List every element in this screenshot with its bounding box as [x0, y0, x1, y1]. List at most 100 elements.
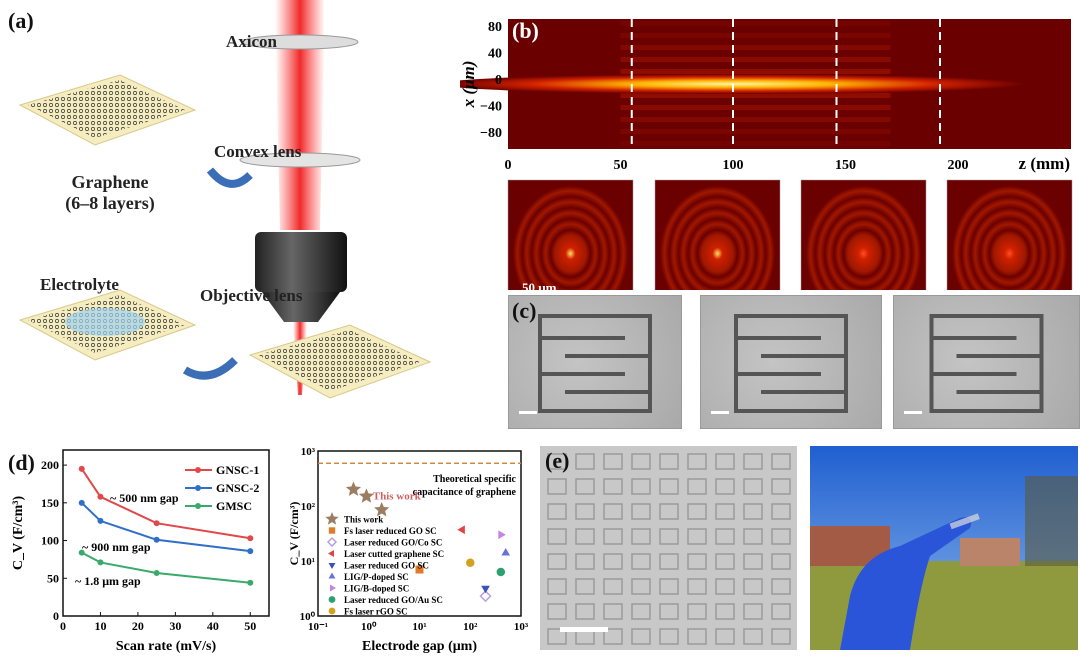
data-point — [78, 465, 85, 472]
side-lobe — [620, 105, 891, 110]
data-point — [466, 558, 475, 567]
intensity-profile-3 — [800, 179, 927, 290]
device-cell — [743, 628, 763, 645]
device-cell — [603, 478, 623, 495]
data-point — [78, 549, 85, 556]
panel-a-label: (a) — [8, 8, 34, 33]
device-cell — [771, 628, 791, 645]
device-cell — [547, 553, 567, 570]
data-point — [153, 520, 160, 527]
legend-marker — [328, 550, 334, 557]
annotation: ~ 500 nm gap — [110, 491, 179, 505]
y-tick-label: 10³ — [301, 446, 316, 458]
device-grid — [547, 453, 791, 645]
device-cell — [575, 553, 595, 570]
legend-marker — [328, 596, 336, 603]
legend-marker — [328, 572, 336, 579]
device-cell — [603, 578, 623, 595]
legend-label: GNSC-1 — [216, 463, 259, 477]
device-cell — [687, 528, 707, 545]
data-point — [498, 530, 506, 540]
legend-label: LIG/B-doped SC — [344, 584, 409, 594]
device-cell — [771, 553, 791, 570]
device-cell — [547, 603, 567, 620]
legend-label: This work — [344, 515, 383, 525]
side-lobe — [620, 33, 891, 38]
device-cell — [743, 528, 763, 545]
data-point — [97, 559, 104, 566]
laser-beam — [275, 0, 325, 230]
beam-core — [460, 74, 1026, 94]
device-cell — [687, 503, 707, 520]
data-point — [358, 488, 375, 503]
highlight-label: This work — [373, 490, 422, 502]
device-cell — [743, 478, 763, 495]
reference-label: capacitance of graphene — [413, 487, 517, 498]
side-lobe — [620, 117, 891, 122]
device-cell — [715, 453, 735, 470]
panel-c-label: (c) — [512, 298, 537, 323]
x-tick-label: 0 — [505, 158, 512, 173]
plot-frame — [62, 449, 270, 617]
arrow-right-icon — [206, 167, 253, 188]
device-cell — [715, 628, 735, 645]
device-cell — [631, 553, 651, 570]
intensity-profile-2 — [654, 179, 781, 290]
side-lobe — [620, 93, 891, 98]
y-tick-label: 10² — [301, 501, 316, 513]
x-tick-label: 10¹ — [412, 621, 426, 633]
data-point — [345, 481, 362, 496]
y-tick-label: 0 — [53, 609, 59, 623]
annotation: ~ 1.8 μm gap — [75, 574, 141, 588]
device-cell — [603, 453, 623, 470]
side-lobe — [620, 69, 891, 74]
x-tick-label: 10² — [463, 621, 478, 633]
y-tick-label: 10⁰ — [300, 611, 316, 623]
device-cell — [771, 453, 791, 470]
intensity-profile-4 — [946, 179, 1073, 290]
device-cell — [575, 528, 595, 545]
legend-marker — [195, 467, 201, 473]
objective-lens — [255, 232, 347, 292]
y-axis-label: C_V (F/cm³) — [290, 502, 301, 566]
device-cell — [687, 628, 707, 645]
device-cell — [659, 628, 679, 645]
device-cell — [631, 628, 651, 645]
device-cell — [603, 503, 623, 520]
reference-label: Theoretical specific — [433, 474, 516, 485]
x-tick-label: 50 — [614, 158, 628, 173]
legend-marker — [330, 584, 336, 592]
device-cell — [687, 553, 707, 570]
x-tick-label: 30 — [169, 619, 181, 633]
y-tick-label: 80 — [488, 20, 502, 35]
sem-image-1 — [508, 295, 682, 429]
gloved-hand — [840, 517, 972, 650]
convex-lens-label: Convex lens — [214, 142, 302, 161]
y-axis-label: x (μm) — [460, 61, 478, 109]
convex-lens — [239, 152, 361, 168]
panel-a-illustration — [18, 0, 432, 399]
device-cell — [715, 503, 735, 520]
device-cell — [715, 528, 735, 545]
x-tick-label: 20 — [132, 619, 144, 633]
x-tick-label: 10³ — [514, 621, 529, 633]
x-tick-label: 200 — [948, 158, 969, 173]
panel-b: 80 40 0 −40 −80 0 50 100 150 200 x (μm) z (mm) — [460, 19, 1073, 290]
data-point — [153, 569, 160, 576]
data-point — [78, 499, 85, 506]
legend-marker — [328, 527, 336, 534]
device-cell — [659, 603, 679, 620]
legend-marker — [325, 512, 339, 525]
y-tick-label: 40 — [488, 47, 502, 62]
device-cell — [687, 478, 707, 495]
data-point — [481, 585, 490, 594]
legend-label: Fs laser rGO SC — [344, 607, 408, 617]
device-cell — [547, 528, 567, 545]
device-cell — [715, 603, 735, 620]
device-cell — [575, 603, 595, 620]
device-cell — [631, 453, 651, 470]
interdigitated-electrode — [711, 314, 848, 414]
y-tick-label: 200 — [41, 458, 59, 472]
legend-marker — [328, 563, 336, 569]
side-lobe — [620, 141, 891, 146]
